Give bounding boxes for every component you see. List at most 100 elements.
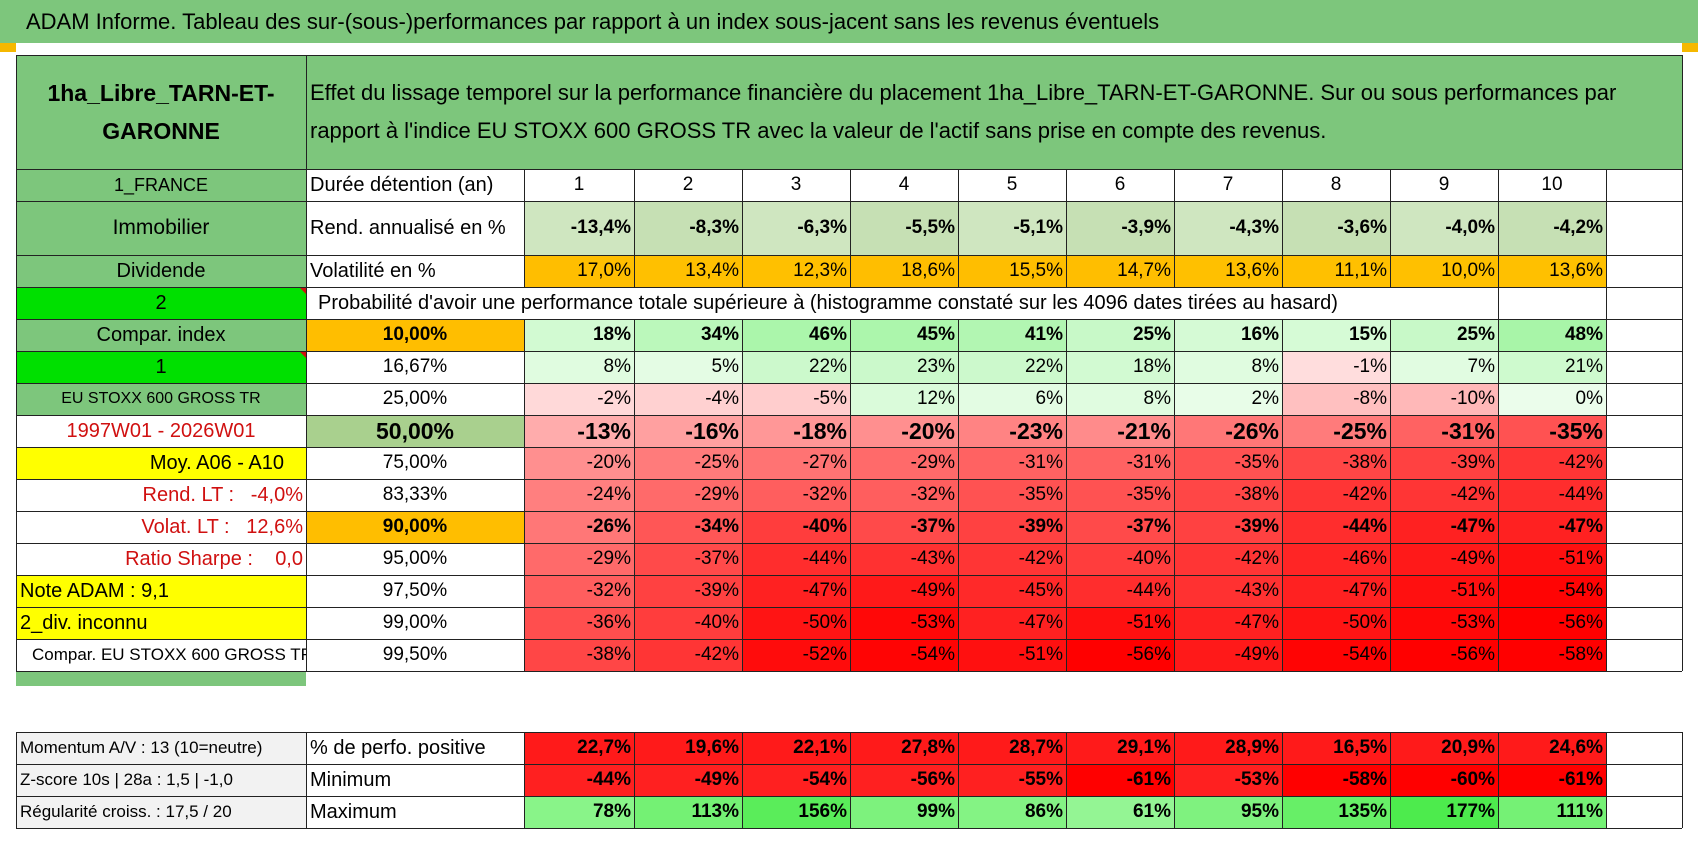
grid-line <box>634 169 635 287</box>
grid-line <box>16 828 1682 829</box>
performance-table: 1ha_Libre_TARN-ET-GARONNE 1_FRANCE Immob… <box>16 55 1683 847</box>
grid-line <box>306 732 307 828</box>
index-name-label: EU STOXX 600 GROSS TR <box>16 383 306 415</box>
grid-line <box>306 319 1682 320</box>
percentile-cell: -29% <box>524 543 634 575</box>
min-cell: -56% <box>850 764 958 796</box>
percentile-cell: -38% <box>524 639 634 671</box>
percentile-cell: -21% <box>1066 415 1174 447</box>
pos-cell: 20,9% <box>1390 732 1498 764</box>
rend-lt-label: Rend. LT : <box>142 483 235 506</box>
momentum-label: Momentum A/V : 13 (10=neutre) <box>16 732 306 764</box>
percentile-cell: -42% <box>1390 479 1498 511</box>
percentile-cell: -24% <box>524 479 634 511</box>
percentile-cell: -35% <box>1174 447 1282 479</box>
grid-line <box>1282 732 1283 828</box>
min-cell: -53% <box>1174 764 1282 796</box>
percentile-cell: 41% <box>958 319 1066 351</box>
percentile-cell: -38% <box>1174 479 1282 511</box>
percentile-cell: -42% <box>958 543 1066 575</box>
sharpe-label: Ratio Sharpe : <box>125 547 253 570</box>
percentile-cell: -42% <box>634 639 742 671</box>
percentile-cell: -49% <box>850 575 958 607</box>
percentile-cell: -18% <box>742 415 850 447</box>
table-description: Effet du lissage temporel sur la perform… <box>306 55 1682 169</box>
percentile-cell: -32% <box>742 479 850 511</box>
report-banner: ADAM Informe. Tableau des sur-(sous-)per… <box>0 0 1698 43</box>
rend-lt-value: -4,0% <box>250 483 303 506</box>
percentile-cell: -36% <box>524 607 634 639</box>
year-header: 5 <box>1006 174 1018 195</box>
percentile-label: 50,00% <box>306 415 524 447</box>
edge-marker-right <box>1682 43 1698 52</box>
percentile-cell: -20% <box>524 447 634 479</box>
year-header: 3 <box>790 174 802 195</box>
grid-line <box>1282 169 1283 287</box>
percentile-cell: -53% <box>1390 607 1498 639</box>
grid-line <box>16 639 306 640</box>
percentile-cell: -20% <box>850 415 958 447</box>
percentile-cell: 34% <box>634 319 742 351</box>
grid-line <box>16 287 1682 288</box>
percentile-cell: 8% <box>524 351 634 383</box>
percentile-label: 99,50% <box>306 639 524 671</box>
percentile-cell: 25% <box>1390 319 1498 351</box>
max-cell: 95% <box>1174 796 1282 828</box>
grid-line <box>1066 319 1067 671</box>
percentile-cell: 15% <box>1282 319 1390 351</box>
grid-line <box>524 732 525 828</box>
percentile-cell: -42% <box>1174 543 1282 575</box>
percentile-cell: -40% <box>742 511 850 543</box>
grid-line <box>306 55 307 671</box>
percentile-cell: -25% <box>634 447 742 479</box>
percentile-cell: -5% <box>742 383 850 415</box>
dividend-status-label: 2_div. inconnu <box>16 607 306 639</box>
grid-line <box>1682 732 1683 828</box>
percentile-cell: 45% <box>850 319 958 351</box>
rend-cell: -3,9% <box>1066 201 1174 255</box>
option-one-cell[interactable]: 1 <box>16 351 306 383</box>
vol-cell: 13,4% <box>634 255 742 287</box>
grid-line <box>306 543 1682 544</box>
percentile-cell: -47% <box>1174 607 1282 639</box>
percentile-cell: 18% <box>1066 351 1174 383</box>
percentile-cell: 48% <box>1498 319 1606 351</box>
max-cell: 156% <box>742 796 850 828</box>
percentile-cell: -26% <box>524 511 634 543</box>
percentile-cell: -26% <box>1174 415 1282 447</box>
grid-line <box>1682 55 1683 671</box>
vol-cell: 15,5% <box>958 255 1066 287</box>
min-cell: -49% <box>634 764 742 796</box>
category-label: Immobilier <box>16 201 306 255</box>
grid-line <box>306 351 1682 352</box>
pos-cell: 16,5% <box>1282 732 1390 764</box>
grid-line <box>1282 319 1283 671</box>
grid-line <box>1174 319 1175 671</box>
percentile-cell: -10% <box>1390 383 1498 415</box>
percentile-cell: -35% <box>958 479 1066 511</box>
percentile-cell: 2% <box>1174 383 1282 415</box>
grid-line <box>16 169 1682 170</box>
vol-cell: 18,6% <box>850 255 958 287</box>
pos-cell: 22,1% <box>742 732 850 764</box>
option-two-cell[interactable]: 2 <box>16 287 306 319</box>
percentile-cell: 23% <box>850 351 958 383</box>
percentile-cell: -54% <box>850 639 958 671</box>
percentile-cell: -50% <box>742 607 850 639</box>
period-label: 1997W01 - 2026W01 <box>16 415 306 447</box>
rend-cell: -4,2% <box>1498 201 1606 255</box>
percentile-cell: -53% <box>850 607 958 639</box>
percentile-cell: -1% <box>1282 351 1390 383</box>
percentile-label: 16,67% <box>306 351 524 383</box>
rend-cell: -8,3% <box>634 201 742 255</box>
year-header: 6 <box>1114 174 1126 195</box>
grid-line <box>524 169 525 287</box>
percentile-label: 25,00% <box>306 383 524 415</box>
percentile-cell: -44% <box>1498 479 1606 511</box>
grid-line <box>16 511 306 512</box>
grid-line <box>1390 169 1391 287</box>
grid-line <box>16 543 306 544</box>
grid-line <box>634 732 635 828</box>
pos-cell: 28,9% <box>1174 732 1282 764</box>
percentile-label: 75,00% <box>306 447 524 479</box>
